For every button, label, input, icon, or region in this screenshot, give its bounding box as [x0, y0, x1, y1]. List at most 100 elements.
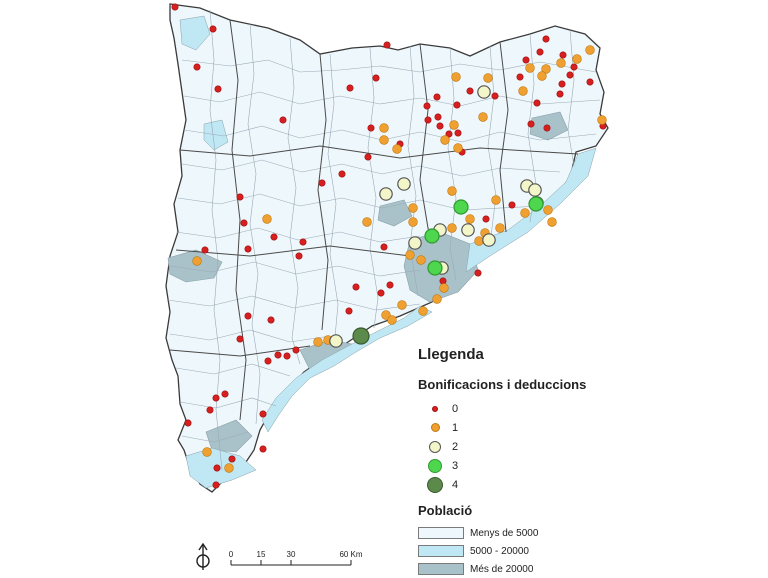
bonus-class-4: 4: [418, 475, 618, 494]
municipality-point: [447, 223, 457, 233]
municipality-point: [482, 215, 490, 223]
scale-bar-line: [230, 560, 352, 566]
municipality-point: [559, 51, 567, 59]
municipality-point: [346, 84, 354, 92]
population-swatch: [418, 563, 464, 575]
bonus-2-symbol: [429, 440, 441, 453]
municipality-point: [338, 170, 346, 178]
legend-title: Llegenda: [418, 346, 484, 363]
municipality-point: [461, 223, 475, 237]
bonus-class-1: 1: [418, 418, 618, 437]
municipality-point: [405, 250, 415, 260]
municipality-point: [408, 203, 418, 213]
municipality-point: [192, 256, 202, 266]
municipality-point: [436, 122, 444, 130]
municipality-point: [424, 116, 432, 124]
municipality-point: [386, 281, 394, 289]
municipality-point: [270, 233, 278, 241]
municipality-point: [221, 390, 229, 398]
urban-area-lleida: [167, 249, 223, 283]
municipality-point: [537, 71, 547, 81]
municipality-point: [236, 335, 244, 343]
municipality-point: [424, 228, 440, 244]
municipality-point: [423, 102, 431, 110]
municipality-point: [516, 73, 524, 81]
municipality-point: [453, 143, 463, 153]
north-arrow-icon: [196, 542, 210, 570]
bonus-0-symbol: [432, 405, 438, 412]
bonus-class-2: 2: [418, 437, 618, 456]
municipality-point: [383, 41, 391, 49]
municipality-point: [408, 236, 422, 250]
municipality-point: [572, 54, 582, 64]
municipality-point: [570, 63, 578, 71]
municipality-point: [451, 72, 461, 82]
bonus-class-label: 0: [452, 402, 459, 415]
population-class-1: 5000 - 20000: [418, 542, 618, 560]
scale-tick-label: 15: [257, 550, 266, 559]
municipality-point: [212, 394, 220, 402]
municipality-point: [408, 217, 418, 227]
municipality-point: [397, 300, 407, 310]
population-swatch: [418, 527, 464, 539]
municipality-point: [543, 205, 553, 215]
urban-area-manresa: [377, 199, 413, 227]
municipality-point: [380, 243, 388, 251]
municipality-point: [213, 464, 221, 472]
municipality-point: [379, 187, 393, 201]
municipality-point: [453, 101, 461, 109]
municipality-point: [240, 219, 248, 227]
municipality-point: [447, 186, 457, 196]
bonus-class-label: 1: [452, 421, 459, 434]
municipality-point: [201, 246, 209, 254]
scale-tick-label: 60 Km: [339, 550, 362, 559]
bonus-class-label: 4: [452, 478, 459, 491]
municipality-point: [292, 346, 300, 354]
medium-towns-north: [179, 15, 211, 51]
coastal-medium-towns-south: [261, 305, 433, 433]
municipality-point: [433, 93, 441, 101]
municipality-point: [244, 245, 252, 253]
municipality-point: [209, 25, 217, 33]
municipality-point: [267, 316, 275, 324]
municipality-point: [364, 153, 372, 161]
municipality-point: [397, 177, 411, 191]
population-class-0: Menys de 5000: [418, 524, 618, 542]
scale-tick-label: 0: [229, 550, 234, 559]
municipality-point: [171, 3, 179, 11]
municipality-point: [491, 195, 501, 205]
municipality-point: [525, 63, 535, 73]
municipality-point: [522, 56, 530, 64]
municipality-point: [508, 201, 516, 209]
population-class-label: Més de 20000: [470, 563, 534, 575]
municipality-point: [474, 236, 484, 246]
municipality-point: [449, 120, 459, 130]
bonus-1-symbol: [430, 423, 440, 432]
municipality-point: [379, 123, 389, 133]
municipality-point: [416, 255, 426, 265]
legend: Llegenda Bonificacions i deduccions 0 1 …: [418, 346, 618, 578]
municipality-point: [528, 196, 544, 212]
municipality-point: [434, 113, 442, 121]
population-class-label: 5000 - 20000: [470, 545, 529, 557]
municipality-point: [566, 71, 574, 79]
municipality-point: [445, 130, 453, 138]
municipality-point: [184, 419, 192, 427]
municipality-point: [520, 208, 530, 218]
municipality-point: [313, 337, 323, 347]
municipality-point: [228, 455, 236, 463]
municipality-point: [299, 238, 307, 246]
municipality-point: [283, 352, 291, 360]
municipality-point: [367, 124, 375, 132]
municipality-point: [372, 74, 380, 82]
municipality-point: [224, 463, 234, 473]
municipality-point: [274, 351, 282, 359]
municipality-point: [547, 217, 557, 227]
municipality-point: [279, 116, 287, 124]
municipality-point: [377, 289, 385, 297]
population-class-label: Menys de 5000: [470, 527, 539, 539]
municipality-point: [318, 179, 326, 187]
municipality-point: [352, 327, 370, 345]
municipality-point: [454, 129, 462, 137]
municipality-point: [362, 217, 372, 227]
